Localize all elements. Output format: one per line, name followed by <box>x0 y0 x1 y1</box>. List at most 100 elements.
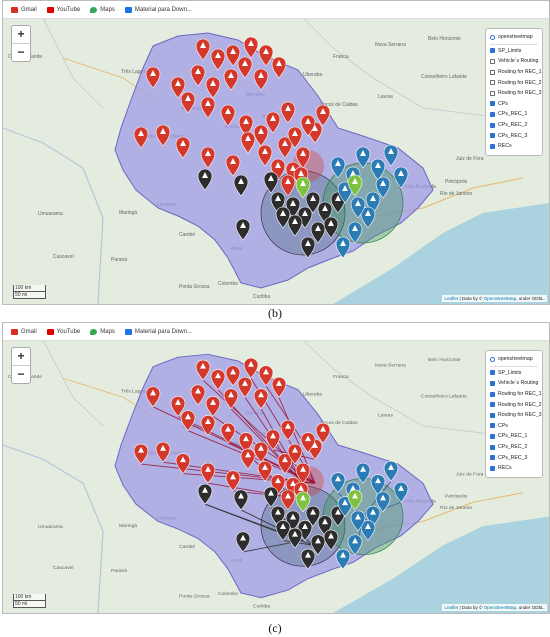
layer-option[interactable]: CPs_REC_1 <box>490 431 538 442</box>
cp-rec-1-marker <box>323 529 339 551</box>
layer-option[interactable]: RECs <box>490 141 538 152</box>
layer-option[interactable]: CPs_REC_3 <box>490 452 538 463</box>
osm-link[interactable]: OpenStreetMap <box>483 296 517 301</box>
cp-rec-2-marker <box>195 359 211 381</box>
base-layer-option[interactable]: openstreetmap <box>490 354 538 365</box>
cp-rec-2-marker <box>300 432 316 454</box>
layer-option[interactable]: CPs_REC_2 <box>490 120 538 131</box>
layer-label: RECs <box>498 465 512 472</box>
layer-checkbox[interactable] <box>490 58 495 64</box>
bookmark-material[interactable]: Material para Down... <box>124 6 192 13</box>
layer-checkbox[interactable] <box>490 380 495 386</box>
leaflet-link[interactable]: Leaflet <box>444 296 459 301</box>
cp-rec-2-marker <box>145 66 161 89</box>
gmail-icon <box>11 328 18 335</box>
cp-rec-3-marker <box>393 166 409 189</box>
layer-option[interactable]: SP_Limits <box>490 368 538 379</box>
cp-rec-2-marker <box>253 388 269 410</box>
cp-rec-3-marker <box>335 548 351 570</box>
layer-checkbox[interactable] <box>490 133 495 139</box>
layer-checkbox[interactable] <box>490 111 495 117</box>
cp-rec-3-marker <box>370 158 386 181</box>
base-layer-option[interactable]: openstreetmap <box>490 32 538 43</box>
cp-rec-2-marker <box>240 131 256 154</box>
zoom-in-button[interactable]: + <box>17 349 25 363</box>
zoom-in-button[interactable]: + <box>17 27 25 41</box>
leaflet-link[interactable]: Leaflet <box>444 605 459 610</box>
layer-option[interactable]: SP_Limits <box>490 46 538 57</box>
layer-checkbox[interactable] <box>490 370 495 376</box>
layer-option[interactable]: Routing for REC_3 <box>490 410 542 421</box>
bookmark-youtube[interactable]: YouTube <box>46 6 80 13</box>
state-border <box>42 18 104 109</box>
caption-c: (c) <box>268 621 282 635</box>
layer-checkbox[interactable] <box>490 455 495 461</box>
layer-option[interactable]: RECs <box>490 463 538 474</box>
bookmark-youtube[interactable]: YouTube <box>46 328 80 335</box>
cp-rec-2-marker <box>280 419 296 441</box>
bookmarks-bar: Gmail YouTube Maps Material para Down... <box>3 1 549 19</box>
bookmark-maps[interactable]: Maps <box>90 6 115 13</box>
layer-checkbox[interactable] <box>490 391 495 397</box>
layer-checkbox[interactable] <box>490 412 495 418</box>
bookmark-maps[interactable]: Maps <box>90 328 115 335</box>
cp-rec-2-marker <box>210 48 226 71</box>
cp-rec-2-marker <box>287 443 303 465</box>
layer-option[interactable]: CPs_REC_1 <box>490 109 538 120</box>
zoom-control: + − <box>11 25 31 62</box>
cp-rec-2-marker <box>175 136 191 159</box>
layer-option[interactable]: Routing for REC_2 <box>490 399 542 410</box>
layer-checkbox[interactable] <box>490 402 495 408</box>
cp-rec-1-marker <box>275 206 291 229</box>
layer-checkbox[interactable] <box>490 101 495 107</box>
layer-option[interactable]: Vehicle´s Routing <box>490 56 538 67</box>
layer-option[interactable]: Routing for REC_3 <box>490 88 542 99</box>
town-label: Cascavel <box>53 254 74 260</box>
cp-rec-2-marker <box>238 432 254 454</box>
layer-checkbox[interactable] <box>490 90 495 96</box>
layer-label: Routing for REC_1 <box>498 69 542 76</box>
bookmark-material[interactable]: Material para Down... <box>124 328 192 335</box>
town-label: Belo Horizonte <box>428 357 461 363</box>
layer-option[interactable]: CPs_REC_3 <box>490 130 538 141</box>
cp-rec-2-marker <box>240 448 256 470</box>
town-label: Colombo <box>218 591 238 597</box>
layer-checkbox[interactable] <box>490 143 495 149</box>
layer-option[interactable]: Routing for REC_2 <box>490 77 542 88</box>
layer-label: CPs_REC_3 <box>498 454 528 461</box>
bookmark-gmail[interactable]: Gmail <box>11 6 37 13</box>
layer-option[interactable]: Routing for REC_1 <box>490 389 542 400</box>
zoom-out-button[interactable]: − <box>12 43 30 61</box>
cp-rec-2-marker <box>155 441 171 463</box>
radio-button[interactable] <box>490 356 495 362</box>
layer-checkbox[interactable] <box>490 69 495 75</box>
layer-option[interactable]: Vehicle´s Routing <box>490 378 538 389</box>
layer-option[interactable]: CPs <box>490 99 538 110</box>
radio-button[interactable] <box>490 34 495 40</box>
osm-link[interactable]: OpenStreetMap <box>483 605 517 610</box>
layer-checkbox[interactable] <box>490 122 495 128</box>
cp-rec-3-marker <box>360 520 376 541</box>
cp-rec-2-marker <box>280 174 296 197</box>
town-label: Petrópolis <box>445 494 468 500</box>
layer-checkbox[interactable] <box>490 433 495 439</box>
bookmark-gmail[interactable]: Gmail <box>11 328 37 335</box>
layer-label: CPs_REC_2 <box>498 444 528 451</box>
layer-checkbox[interactable] <box>490 423 495 429</box>
zoom-out-button[interactable]: − <box>12 365 30 383</box>
ocean <box>333 203 549 304</box>
layer-option[interactable]: Routing for REC_1 <box>490 67 542 78</box>
cp-rec-3-marker <box>330 156 346 179</box>
layer-option[interactable]: CPs <box>490 421 538 432</box>
layer-checkbox[interactable] <box>490 444 495 450</box>
cp-rec-2-marker <box>180 91 196 114</box>
layer-checkbox[interactable] <box>490 465 495 471</box>
layer-option[interactable]: CPs_REC_2 <box>490 442 538 453</box>
cp-rec-1-marker <box>305 505 321 527</box>
youtube-icon <box>46 328 54 335</box>
layer-checkbox[interactable] <box>490 80 495 86</box>
layer-checkbox[interactable] <box>490 48 495 54</box>
